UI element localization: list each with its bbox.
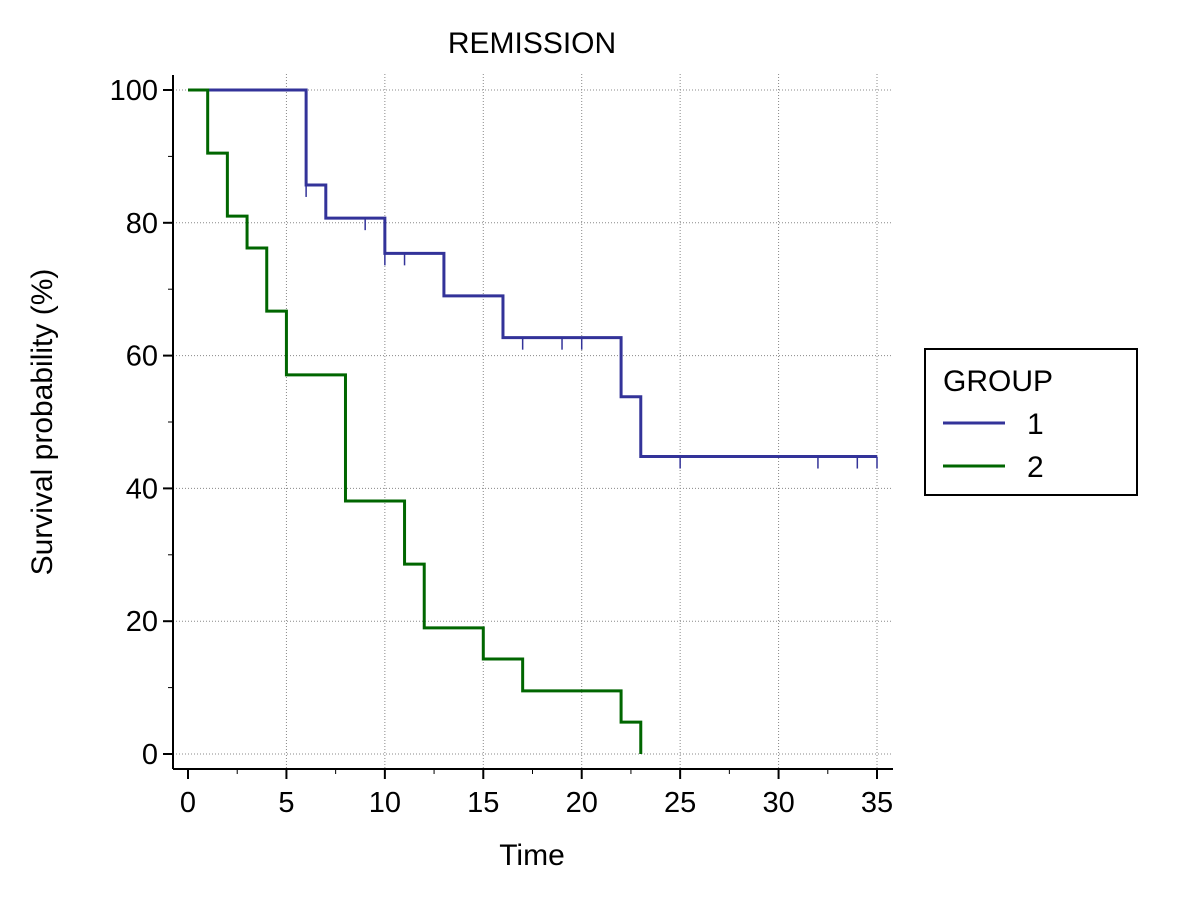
x-tick-label: 10 <box>369 787 401 819</box>
legend-label-group-1: 1 <box>1027 408 1044 441</box>
legend-title: GROUP <box>943 365 1053 398</box>
y-axis-label: Survival probability (%) <box>26 269 59 576</box>
legend-label-group-2: 2 <box>1027 451 1044 484</box>
x-tick-label: 0 <box>180 787 196 819</box>
x-tick-label: 35 <box>861 787 893 819</box>
y-tick-label: 100 <box>110 75 158 107</box>
x-tick-label: 25 <box>664 787 696 819</box>
survival-curve-group-1 <box>188 88 877 459</box>
y-tick-label: 20 <box>126 606 158 638</box>
legend: GROUP 1 2 <box>924 348 1138 496</box>
x-tick-label: 15 <box>467 787 499 819</box>
ticks: 0 5 10 15 20 25 30 35 0 20 40 60 80 100 <box>110 75 894 819</box>
x-tick-label: 20 <box>566 787 598 819</box>
y-tick-label: 80 <box>126 208 158 240</box>
survival-curve-group-2 <box>188 88 643 754</box>
axes <box>172 75 893 770</box>
x-tick-label: 5 <box>278 787 294 819</box>
series <box>188 88 878 754</box>
y-tick-label: 40 <box>126 473 158 505</box>
x-axis-label: Time <box>499 839 565 872</box>
y-tick-label: 60 <box>126 341 158 373</box>
y-tick-label: 0 <box>142 739 158 771</box>
chart-title: REMISSION <box>448 27 616 60</box>
grid-lines <box>173 74 893 769</box>
x-tick-label: 30 <box>762 787 794 819</box>
